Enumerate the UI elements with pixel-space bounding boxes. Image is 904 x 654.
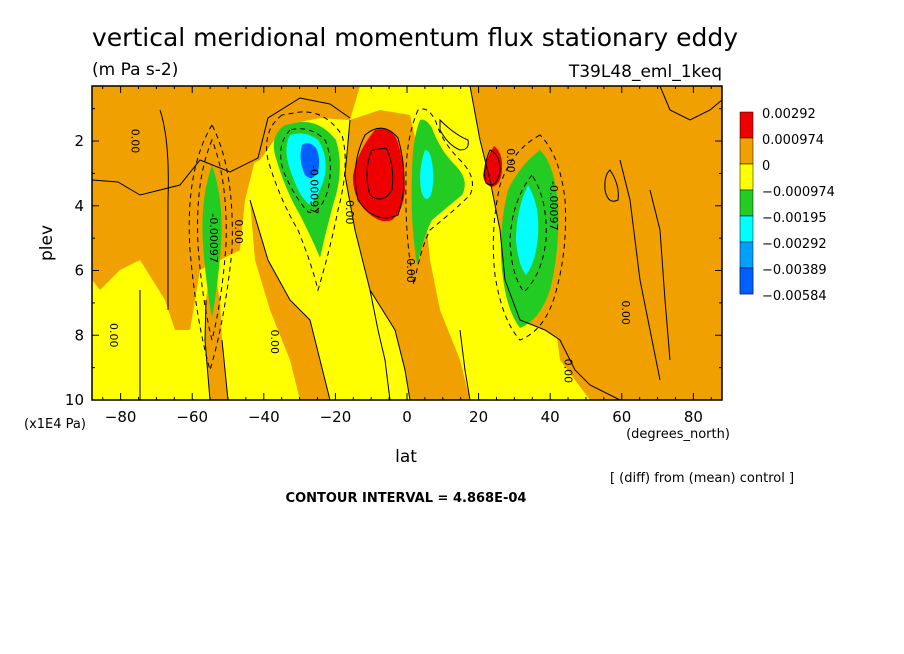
contour-pos-right-band2 bbox=[649, 189, 671, 361]
y-tick-label: 6 bbox=[74, 262, 84, 280]
contour-pos-center-inner bbox=[354, 127, 405, 219]
legend-label: 0.000974 bbox=[762, 133, 824, 148]
contour-zero-fin bbox=[204, 299, 229, 400]
contour-label: 0.00 bbox=[232, 219, 245, 244]
legend-swatch bbox=[739, 241, 754, 269]
y-axis-units: (x1E4 Pa) bbox=[24, 417, 86, 432]
contour-neg-r-outer bbox=[492, 134, 567, 341]
x-tick-label: 0 bbox=[402, 408, 412, 426]
contour-label: -0.00097 bbox=[207, 213, 220, 262]
contour-lines bbox=[92, 86, 722, 400]
legend-label: −0.000974 bbox=[762, 185, 835, 200]
contour-neg-cl-inner bbox=[280, 128, 331, 213]
contour-zero-left bbox=[92, 97, 351, 196]
x-tick-label: 40 bbox=[541, 408, 560, 426]
contour-pos-center-core bbox=[366, 147, 394, 200]
diff-note: [ (diff) from (mean) control ] bbox=[610, 471, 794, 486]
contour-label: 0.00 bbox=[404, 258, 417, 283]
y-tick-label: 10 bbox=[65, 391, 84, 409]
contour-neg-cr-outer bbox=[405, 108, 473, 286]
contour-pos-lower-right bbox=[459, 329, 471, 400]
contour-label: 0.00 bbox=[619, 300, 632, 325]
x-tick-label: −40 bbox=[248, 408, 280, 426]
legend-label: 0 bbox=[762, 159, 770, 174]
contour-pos-right-inner bbox=[484, 149, 501, 186]
contour-labels: 0.00 -0.00097 0.00 -0.00097 0.00 0.00 0.00 -0.0… bbox=[107, 129, 632, 383]
field-neg-left-blob bbox=[202, 165, 222, 318]
contour-pos-right-band bbox=[619, 159, 661, 381]
contour-pos-smalltop bbox=[439, 118, 469, 151]
x-tick-label: −80 bbox=[105, 408, 137, 426]
experiment-label: T39L48_eml_1keq bbox=[568, 62, 722, 82]
contour-neg-left-outer bbox=[197, 138, 227, 341]
chart-title: vertical meridional momentum flux statio… bbox=[92, 23, 738, 52]
x-axis: −80 −60 −40 −20 0 20 40 60 80 bbox=[102, 86, 712, 426]
contour-label: 0.00 bbox=[107, 323, 120, 348]
contour-label: 0.00 bbox=[268, 329, 281, 354]
legend-label: −0.00389 bbox=[762, 263, 827, 278]
x-tick-label: 80 bbox=[684, 408, 703, 426]
x-axis-units: (degrees_north) bbox=[626, 427, 730, 442]
contour-pos-topright bbox=[659, 86, 722, 121]
contour-interval: CONTOUR INTERVAL = 4.868E-04 bbox=[286, 491, 527, 506]
y-tick-label: 4 bbox=[74, 197, 84, 215]
legend-label: 0.00292 bbox=[762, 107, 816, 122]
y-tick-label: 2 bbox=[74, 132, 84, 150]
chart-units: (m Pa s-2) bbox=[92, 60, 178, 80]
legend-label: −0.00292 bbox=[762, 237, 827, 252]
contour-neg-left-far bbox=[188, 123, 233, 372]
contour-label: 0.00 bbox=[562, 359, 575, 384]
legend-swatch bbox=[739, 163, 754, 191]
legend-swatch bbox=[739, 189, 754, 217]
y-axis: 2 4 6 8 10 bbox=[65, 108, 722, 409]
contour-pos-lowcenter bbox=[369, 289, 391, 400]
field-neg-center-left-strong bbox=[300, 143, 320, 178]
contour-pos-right-loop bbox=[604, 169, 619, 202]
y-axis-label: plev bbox=[37, 225, 57, 261]
contour-label: 0.00 bbox=[343, 200, 356, 225]
x-tick-label: −60 bbox=[176, 408, 208, 426]
contour-neg-cl-outer bbox=[266, 111, 346, 292]
colorbar-legend: 0.00292 0.000974 0 −0.000974 −0.00195 −0.0029… bbox=[739, 107, 835, 304]
x-axis-label: lat bbox=[395, 447, 417, 467]
legend-swatch bbox=[739, 111, 754, 139]
legend-swatch bbox=[739, 137, 754, 165]
y-tick-label: 8 bbox=[74, 326, 84, 344]
field-pos-strong-center bbox=[352, 128, 405, 222]
legend-swatch bbox=[739, 215, 754, 243]
field-neg-center-right-core bbox=[420, 150, 434, 199]
contour-label: 0.00 bbox=[128, 129, 141, 154]
field-pos-region-leftedge bbox=[92, 180, 122, 255]
contour-zero-plume bbox=[249, 199, 331, 400]
field-pos-region-right-lower bbox=[552, 200, 722, 400]
x-tick-label: 60 bbox=[612, 408, 631, 426]
contour-pos-topleft bbox=[159, 109, 169, 310]
legend-label: −0.00584 bbox=[762, 289, 827, 304]
legend-swatch-last bbox=[739, 267, 754, 295]
contour-zero-right bbox=[469, 86, 621, 400]
contour-label: -0.00097 bbox=[547, 181, 560, 230]
contour-lines-negative bbox=[188, 108, 567, 372]
contour-label: 0.00 bbox=[504, 148, 517, 173]
contour-label: -0.00097 bbox=[307, 165, 320, 214]
plot-area: 0.00 -0.00097 0.00 -0.00097 0.00 0.00 0.00 -0.0… bbox=[92, 86, 722, 400]
x-tick-label: −20 bbox=[320, 408, 352, 426]
legend-label: −0.00195 bbox=[762, 211, 827, 226]
field-neg-right-core bbox=[516, 185, 539, 275]
x-tick-label: 20 bbox=[469, 408, 488, 426]
